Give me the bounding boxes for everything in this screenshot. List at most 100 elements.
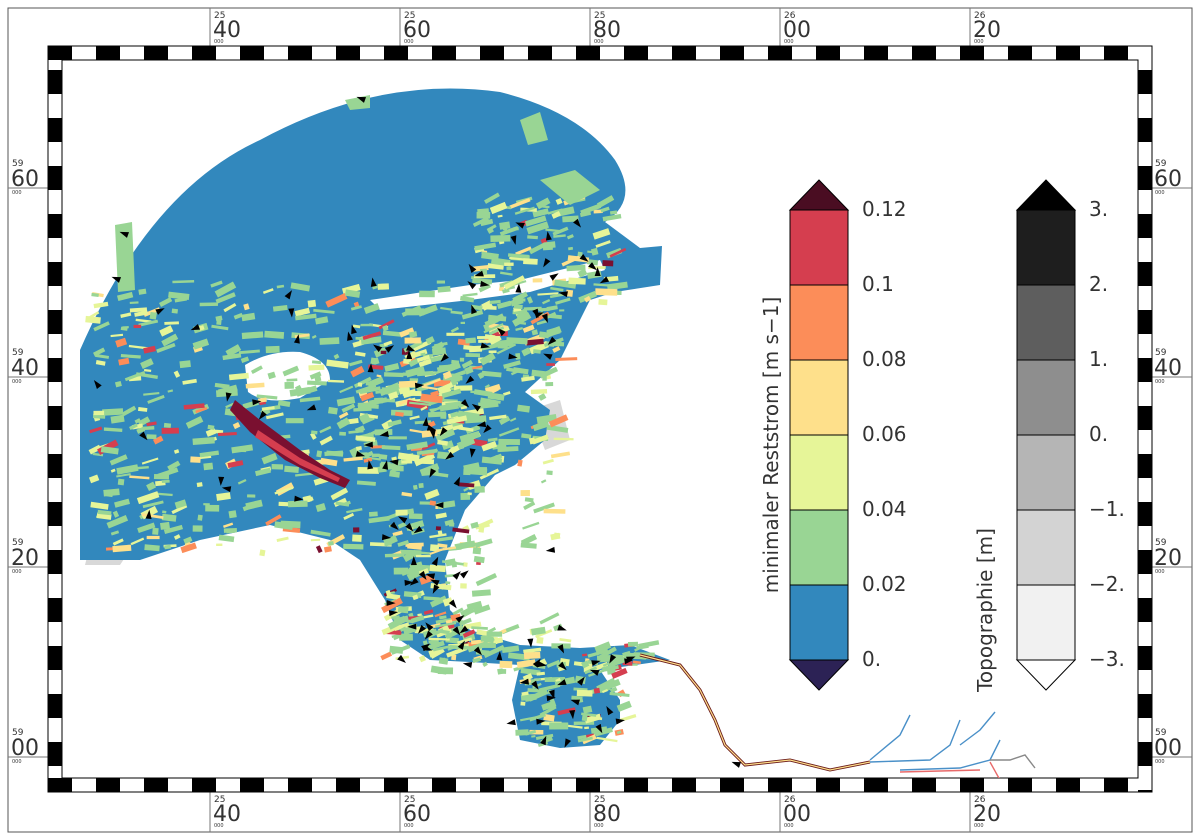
- speed-patch: [526, 221, 550, 235]
- speed-patch: [545, 228, 560, 233]
- x-tick-prefix: 25: [214, 11, 225, 21]
- border-segment: [144, 778, 168, 792]
- border-segment: [816, 46, 840, 60]
- speed-patch: [430, 665, 448, 675]
- speed-patch: [460, 583, 467, 589]
- speed-patch: [144, 544, 160, 552]
- speed-patch: [537, 292, 559, 296]
- speed-patch: [146, 481, 157, 491]
- current-arrow: [606, 706, 614, 716]
- border-segment: [1138, 694, 1152, 718]
- current-arrow: [418, 624, 427, 634]
- current-arrow: [626, 656, 636, 663]
- speed-patch: [106, 515, 129, 529]
- colorbar-bin: [789, 584, 849, 661]
- speed-patch: [137, 522, 156, 534]
- speed-patch: [134, 418, 141, 424]
- speed-patch: [446, 628, 466, 639]
- speed-patch: [174, 499, 187, 509]
- border-segment: [912, 778, 936, 792]
- colorbar-bin: [1016, 509, 1076, 586]
- current-arrow: [615, 718, 625, 725]
- speed-patch: [497, 214, 503, 218]
- speed-patch: [520, 701, 526, 706]
- current-arrow: [410, 556, 417, 566]
- speed-patch: [480, 218, 494, 227]
- speed-patch: [484, 192, 500, 204]
- speed-patch: [373, 347, 388, 358]
- speed-patch: [343, 543, 364, 550]
- current-arrow: [434, 502, 444, 509]
- speed-patch: [226, 528, 236, 534]
- speed-patch: [448, 444, 461, 455]
- current-arrow: [425, 622, 434, 632]
- speed-patch: [498, 415, 511, 425]
- speed-patch: [446, 332, 465, 336]
- current-speed-patches: [85, 95, 660, 748]
- speed-patch: [498, 668, 507, 674]
- border-segment: [1056, 778, 1080, 792]
- speed-patch: [490, 234, 511, 243]
- speed-patch: [343, 456, 363, 462]
- speed-patch: [325, 293, 348, 308]
- speed-patch: [276, 536, 289, 542]
- speed-patch: [362, 331, 382, 340]
- speed-patch: [587, 648, 609, 658]
- speed-patch: [516, 659, 536, 668]
- border-segment: [1056, 46, 1080, 60]
- border-segment: [960, 778, 984, 792]
- x-tick-label: 00: [783, 802, 811, 827]
- colorbar-tick-label: 0.12: [862, 197, 907, 221]
- speed-patch: [458, 482, 475, 488]
- speed-patch: [159, 325, 174, 337]
- river-branch: [989, 761, 1000, 778]
- x-tick-prefix: 25: [404, 795, 415, 805]
- border-segment: [96, 46, 120, 60]
- speed-patch: [472, 657, 481, 664]
- speed-patch: [109, 454, 128, 466]
- speed-patch: [237, 478, 247, 485]
- speed-patch: [355, 435, 376, 442]
- speed-patch: [416, 354, 431, 363]
- y-tick-sub: 000: [1155, 190, 1165, 196]
- speed-patch: [105, 547, 115, 551]
- border-segment: [336, 778, 360, 792]
- river-branch: [899, 739, 1001, 771]
- edge-patch: [115, 222, 135, 292]
- speed-patch: [609, 691, 630, 698]
- speed-patch: [609, 247, 627, 258]
- speed-patch: [435, 621, 457, 628]
- current-arrow: [363, 441, 373, 448]
- speed-patch: [192, 525, 203, 532]
- speed-patch: [487, 392, 505, 401]
- speed-patch: [271, 463, 284, 470]
- speed-patch: [247, 494, 256, 498]
- speed-patch: [582, 705, 593, 714]
- current-arrow: [497, 327, 506, 337]
- speed-patch: [482, 661, 488, 667]
- speed-patch: [173, 449, 180, 454]
- speed-patch: [294, 307, 311, 317]
- current-arrow: [422, 416, 429, 427]
- speed-patch: [436, 546, 457, 552]
- speed-patch: [350, 365, 365, 378]
- speed-patch: [513, 227, 519, 231]
- speed-patch: [593, 209, 603, 214]
- border-segment: [672, 778, 696, 792]
- border-segment: [864, 778, 888, 792]
- speed-patch: [440, 306, 453, 311]
- speed-patch: [580, 203, 602, 215]
- current-arrow: [404, 579, 414, 586]
- speed-patch: [267, 371, 276, 380]
- speed-patch: [546, 363, 555, 366]
- current-arrow: [468, 263, 477, 273]
- current-arrow: [506, 719, 516, 726]
- speed-patch: [319, 337, 340, 345]
- speed-patch: [521, 691, 529, 696]
- border-segment: [1008, 778, 1032, 792]
- current-arrow: [452, 626, 461, 636]
- speed-patch: [130, 537, 145, 546]
- border-segment: [1138, 406, 1152, 430]
- speed-patch: [533, 502, 555, 514]
- current-arrow: [111, 276, 122, 283]
